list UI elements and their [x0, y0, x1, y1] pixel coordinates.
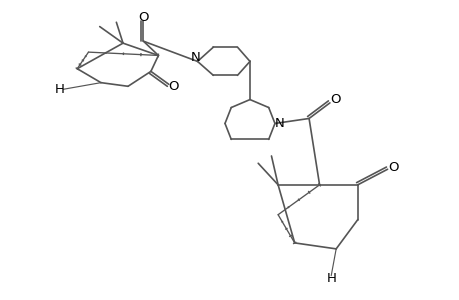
Text: O: O [138, 11, 148, 24]
Text: O: O [168, 80, 179, 93]
Text: N: N [274, 117, 284, 130]
Text: O: O [387, 161, 398, 174]
Text: H: H [54, 83, 64, 96]
Text: H: H [325, 272, 336, 285]
Text: N: N [190, 51, 200, 64]
Text: O: O [330, 93, 341, 106]
